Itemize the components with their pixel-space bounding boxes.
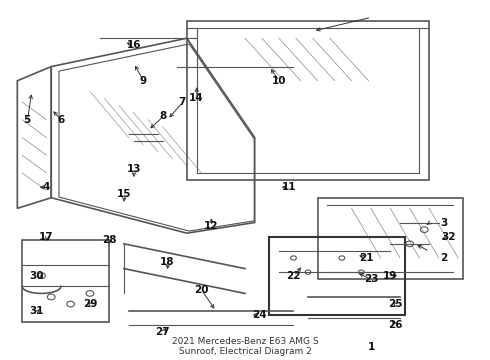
Text: 15: 15 [117,189,131,199]
Text: 12: 12 [204,221,219,231]
Text: 17: 17 [39,232,54,242]
Text: 28: 28 [102,235,117,245]
Text: 20: 20 [194,285,209,295]
Text: 19: 19 [383,271,397,281]
Text: 29: 29 [83,299,97,309]
Text: 27: 27 [155,327,170,337]
Text: 21: 21 [359,253,373,263]
Text: 5: 5 [24,115,30,125]
Text: 23: 23 [364,274,378,284]
Text: 11: 11 [281,182,296,192]
Text: 31: 31 [29,306,44,316]
Text: 25: 25 [388,299,402,309]
Text: 32: 32 [441,232,456,242]
Text: 30: 30 [29,271,44,281]
Text: 6: 6 [57,115,65,125]
Text: 2: 2 [440,253,447,263]
Text: 7: 7 [178,97,186,107]
Text: 22: 22 [286,271,301,281]
Text: 13: 13 [126,165,141,174]
Text: 9: 9 [140,76,147,86]
Text: 14: 14 [189,94,204,103]
Text: 8: 8 [159,111,166,121]
Text: 3: 3 [440,217,447,228]
Text: 2021 Mercedes-Benz E63 AMG S
Sunroof, Electrical Diagram 2: 2021 Mercedes-Benz E63 AMG S Sunroof, El… [172,337,318,356]
Bar [269,237,405,315]
Text: 16: 16 [126,40,141,50]
Text: 10: 10 [271,76,286,86]
Text: 26: 26 [388,320,402,330]
Text: 4: 4 [43,182,50,192]
Text: 24: 24 [252,310,267,320]
Text: 18: 18 [160,257,175,266]
Text: 1: 1 [368,342,374,352]
